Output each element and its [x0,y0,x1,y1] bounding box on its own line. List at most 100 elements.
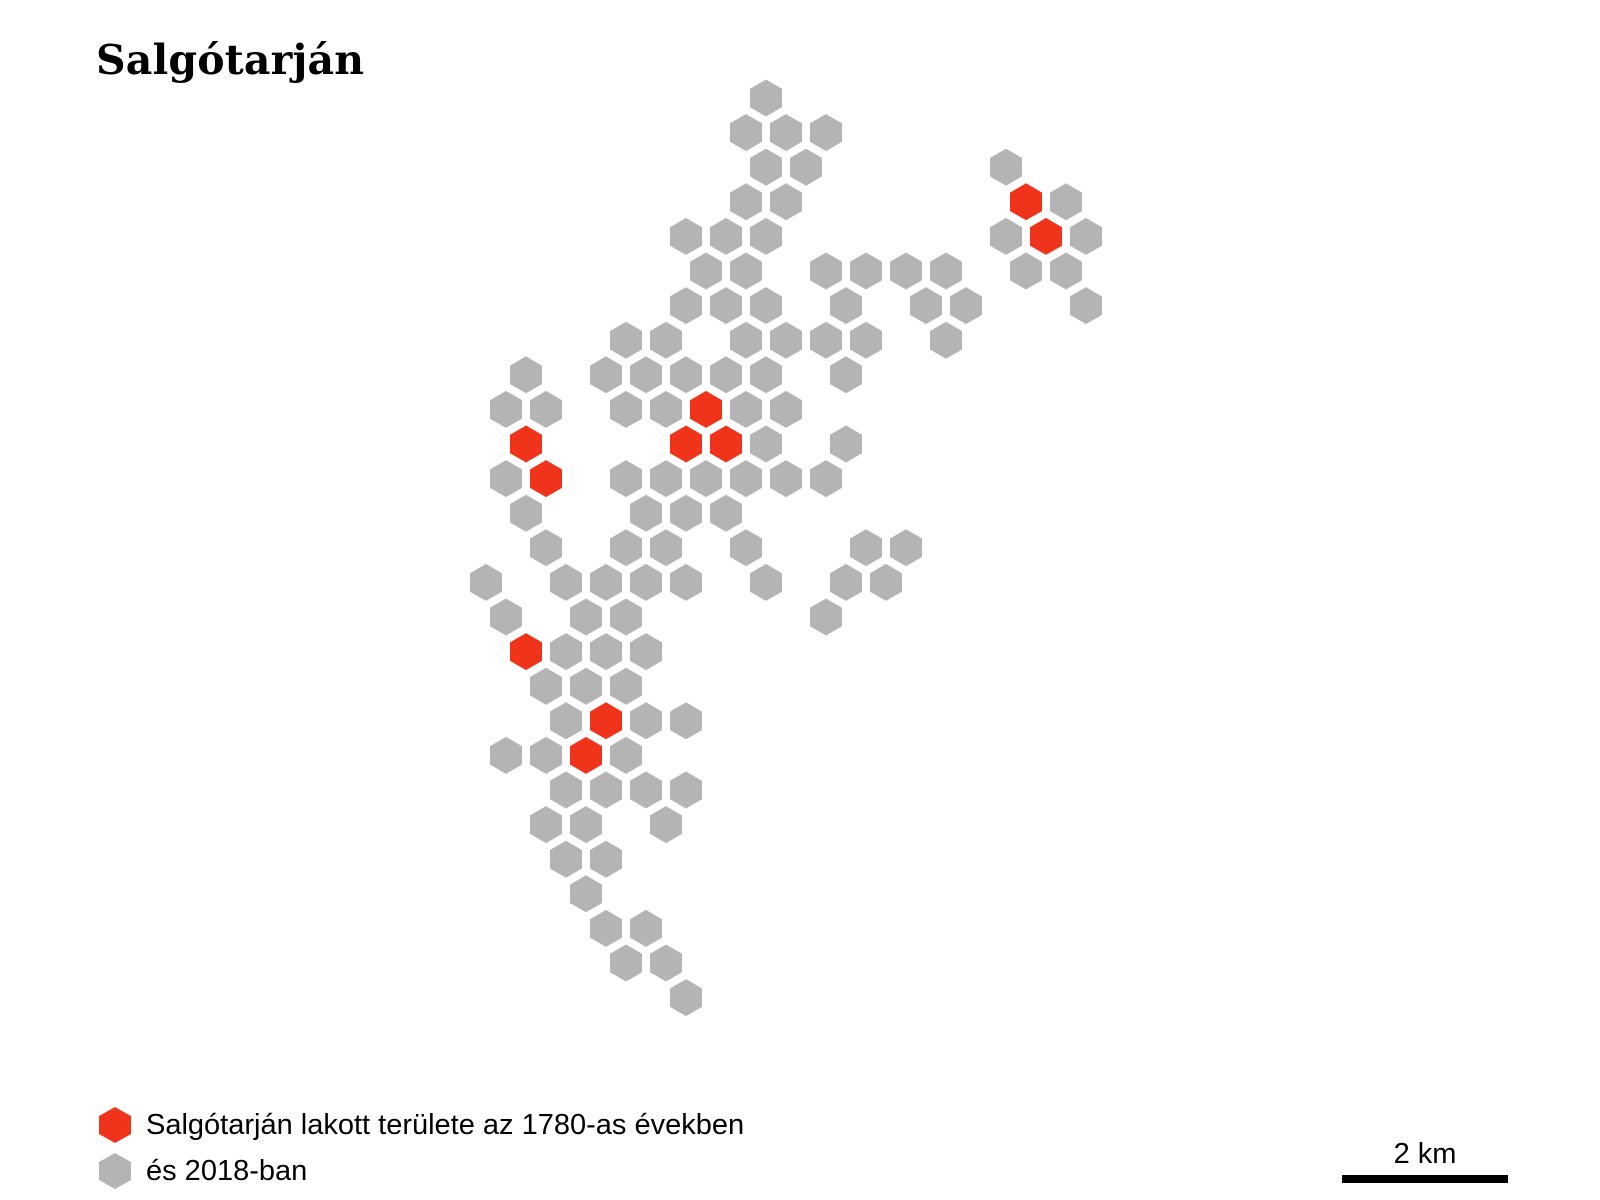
hex-cell-current [650,321,682,359]
hex-cell-current [610,529,642,567]
hex-cell-current [770,114,802,152]
hex-cell-current [610,736,642,774]
hex-cell-current [630,702,662,740]
hex-cell-current [530,667,562,705]
hex-cell-current [730,529,762,567]
hex-cell-current [590,840,622,878]
hex-cell-current [570,598,602,636]
hex-cell-current [810,598,842,636]
legend: Salgótarján lakott területe az 1780-as é… [98,1102,744,1194]
hex-cell-current [650,944,682,982]
hex-cell-current [590,356,622,394]
hex-cell-current [1070,287,1102,325]
hex-cell-current [770,390,802,428]
hex-cell-current [670,702,702,740]
hex-cell-current [730,321,762,359]
hex-cell-current [1050,252,1082,290]
hex-cell-current [670,563,702,601]
hex-cell-current [830,563,862,601]
hex-cell-current [750,148,782,186]
hex-cell-current [490,460,522,498]
hex-cell-current [550,633,582,671]
hex-cell-current [550,702,582,740]
hex-cell-current [750,356,782,394]
hex-cell-current [1010,252,1042,290]
hex-cell-current [710,287,742,325]
hex-cell-current [730,460,762,498]
hex-cell-current [630,356,662,394]
hex-cell-current [730,183,762,221]
hex-cell-current [990,217,1022,255]
hex-cell-current [710,494,742,532]
hex-cell-current [650,529,682,567]
hex-cell-current [670,287,702,325]
hex-cell-current [630,771,662,809]
hex-cell-current [750,79,782,117]
hex-cell-current [550,563,582,601]
hex-cell-historic [570,736,602,774]
hex-cell-current [670,771,702,809]
hex-cell-current [930,252,962,290]
hex-cell-historic [670,425,702,463]
hex-cell-current [730,114,762,152]
hex-cell-current [930,321,962,359]
hex-cell-current [610,944,642,982]
hex-cell-current [950,287,982,325]
hex-cell-historic [1030,217,1062,255]
scale-label: 2 km [1393,1138,1457,1170]
scale-bar: 2 km [1342,1138,1508,1183]
hex-cell-current [530,736,562,774]
hex-cell-historic [1010,183,1042,221]
hex-cell-current [810,321,842,359]
hex-cell-historic [590,702,622,740]
hex-cell-historic [530,460,562,498]
hex-cell-current [590,563,622,601]
hex-cell-current [650,390,682,428]
hex-map [470,79,1102,1017]
hex-cell-current [510,356,542,394]
hex-cell-current [550,771,582,809]
hex-cell-current [750,563,782,601]
legend-label-current: és 2018-ban [146,1154,308,1187]
hex-cell-current [850,252,882,290]
hex-cell-current [830,356,862,394]
hex-cell-current [850,529,882,567]
hex-cell-current [530,390,562,428]
hex-cell-current [770,183,802,221]
map-title: Salgótarján [96,36,365,84]
hex-cell-current [530,529,562,567]
hex-cell-current [830,287,862,325]
hex-cell-current [630,633,662,671]
hex-cell-current [810,252,842,290]
legend-item-current: és 2018-ban [98,1148,744,1194]
scale-bar-line [1342,1175,1508,1183]
hex-cell-current [630,494,662,532]
hex-cell-current [610,321,642,359]
hex-cell-current [630,563,662,601]
hex-cell-current [590,771,622,809]
hex-cell-current [690,460,722,498]
hex-cell-current [730,252,762,290]
hex-cell-current [870,563,902,601]
hex-cell-current [650,806,682,844]
legend-hexagon-historic-icon [99,1107,131,1143]
hex-cell-current [570,806,602,844]
hex-cell-current [670,494,702,532]
legend-hexagon-current-icon [99,1153,131,1189]
hex-cell-current [810,114,842,152]
hex-cell-current [610,598,642,636]
hex-cell-current [770,460,802,498]
hex-cell-current [990,148,1022,186]
hex-cell-current [1070,217,1102,255]
hex-cell-current [650,460,682,498]
hex-cell-current [590,633,622,671]
hex-cell-current [630,909,662,947]
hex-cell-current [490,390,522,428]
hex-cell-current [610,667,642,705]
hex-cell-current [750,287,782,325]
hex-cell-historic [510,425,542,463]
hex-cell-current [810,460,842,498]
hex-cell-current [770,321,802,359]
hex-cell-current [1050,183,1082,221]
hex-cell-current [610,390,642,428]
